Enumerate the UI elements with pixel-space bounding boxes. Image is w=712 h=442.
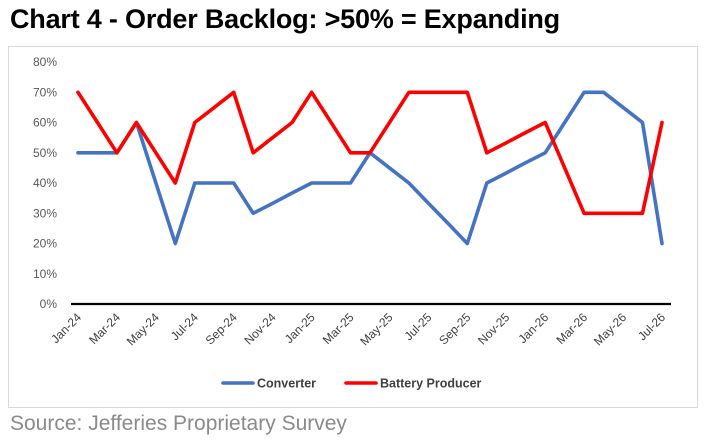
x-tick-label: May-26	[591, 310, 629, 348]
chart-area: 0% 10% 20% 30% 40% 50% 60% 70% 80% Jan-24 Mar-24 Ma…	[8, 46, 698, 408]
x-tick-label: Jan-25	[282, 310, 318, 346]
y-tick-label: 30%	[33, 206, 57, 220]
y-tick-label: 50%	[33, 146, 57, 160]
chart-title: Chart 4 - Order Backlog: >50% = Expandin…	[10, 4, 560, 34]
y-tick-label: 10%	[33, 267, 57, 281]
x-tick-label: Mar-25	[320, 310, 357, 347]
series-line-battery-producer	[76, 90, 664, 216]
x-tick-label: Nov-25	[475, 310, 512, 347]
x-tick-label: Jul-25	[402, 310, 435, 343]
y-tick-label: 80%	[33, 55, 57, 69]
x-tick-label: May-24	[124, 310, 162, 348]
source-note: Source: Jefferies Proprietary Survey	[10, 412, 347, 435]
y-tick-label: 60%	[33, 116, 57, 130]
y-tick-label: 0%	[40, 297, 58, 311]
legend-label: Converter	[257, 377, 316, 391]
y-tick-label: 40%	[33, 176, 57, 190]
x-tick-label: Sep-25	[436, 310, 473, 347]
x-tick-label: Mar-24	[86, 310, 123, 347]
legend-label: Battery Producer	[380, 377, 482, 391]
x-tick-label: Mar-26	[553, 310, 590, 347]
x-tick-label: Jul-26	[635, 310, 668, 343]
x-tick-label: Jul-24	[168, 310, 201, 343]
x-tick-label: Sep-24	[203, 310, 240, 347]
x-tick-label: Jan-24	[48, 310, 84, 346]
x-tick-label: May-25	[357, 310, 395, 348]
x-tick-label: Jan-26	[515, 310, 551, 346]
x-tick-label: Nov-24	[242, 310, 279, 347]
y-tick-label: 70%	[33, 85, 57, 99]
line-chart: 0%10%20%30%40%50%60%70%80%Jan-24 Mar-24 Ma…	[33, 55, 671, 391]
y-tick-label: 20%	[33, 237, 57, 251]
